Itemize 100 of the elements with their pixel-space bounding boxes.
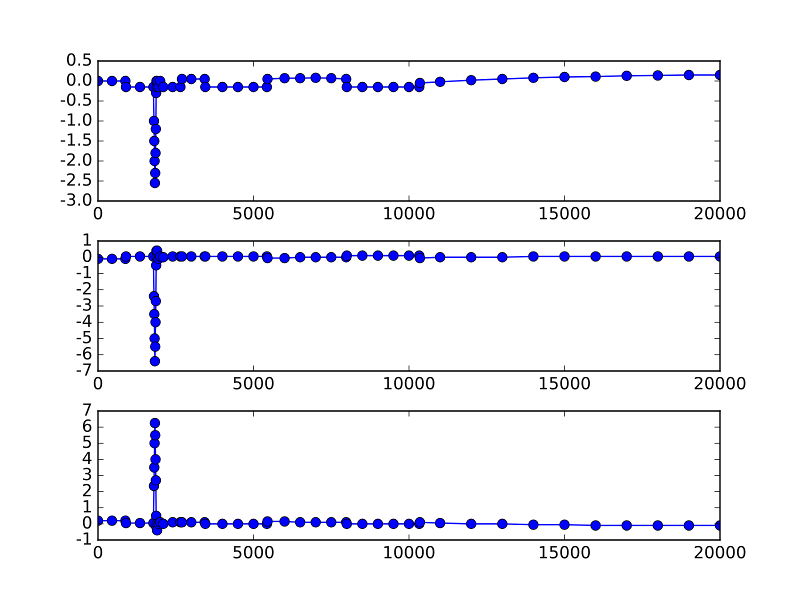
point [217, 82, 228, 92]
point [310, 72, 321, 84]
point [372, 250, 384, 261]
point [559, 72, 570, 82]
point [528, 519, 539, 530]
y-tick-label: 7 [83, 403, 92, 416]
x-tick-label: 20000 [694, 376, 746, 390]
point [150, 124, 162, 134]
point [186, 251, 197, 262]
y-tick-label: -5 [76, 330, 91, 344]
point [621, 251, 632, 262]
point [357, 82, 368, 92]
point [388, 518, 399, 530]
x-tick-label: 15000 [540, 546, 590, 558]
point [357, 250, 368, 261]
point [176, 74, 188, 84]
point [150, 430, 160, 440]
point [106, 76, 118, 86]
point [232, 518, 244, 530]
x-tick-label: 15000 [540, 206, 590, 220]
point [294, 517, 306, 528]
point [262, 516, 273, 527]
y-tick-label: 6 [83, 419, 92, 432]
point [279, 516, 290, 527]
point [294, 72, 306, 84]
x-tick-label: 10000 [384, 376, 434, 390]
y-tick-label: -1.0 [60, 113, 92, 126]
point [248, 251, 259, 262]
point [150, 341, 160, 352]
point [684, 251, 694, 262]
point [134, 518, 146, 528]
point [232, 82, 244, 92]
point [158, 252, 169, 262]
x-tick-label: 0 [94, 376, 102, 390]
point [248, 82, 259, 92]
point [559, 251, 570, 262]
point [120, 518, 132, 528]
point [342, 82, 352, 92]
point [434, 518, 446, 528]
y-tick-label: 0.5 [67, 53, 91, 66]
point [621, 70, 632, 82]
point [590, 520, 601, 531]
point [684, 520, 694, 531]
point [684, 70, 694, 80]
y-tick-label: -7 [76, 363, 92, 376]
point [310, 252, 321, 262]
point [652, 70, 664, 81]
y-tick-label: 0 [82, 516, 92, 529]
point [149, 136, 160, 146]
point [150, 317, 161, 328]
y-tick-label: -3.0 [60, 193, 92, 206]
point [186, 74, 197, 84]
point [217, 251, 228, 262]
point [466, 518, 476, 530]
point [404, 250, 414, 261]
y-tick-label: 4 [82, 452, 92, 464]
point [434, 76, 446, 88]
point [294, 252, 306, 262]
point [106, 515, 118, 526]
point [404, 82, 414, 92]
point [559, 519, 570, 530]
point [372, 82, 384, 92]
y-tick-label: 0.0 [67, 73, 92, 86]
y-tick-label: -0.5 [60, 93, 91, 106]
x-tick-label: 10000 [384, 546, 434, 558]
point [232, 251, 244, 262]
point [388, 250, 399, 261]
point [497, 252, 508, 262]
point [357, 518, 368, 530]
y-tick-label: 3 [83, 468, 92, 480]
point [158, 82, 169, 92]
point [120, 251, 132, 262]
y-tick-label: -1 [76, 266, 91, 278]
y-tick-label: -2.5 [60, 173, 91, 186]
point [326, 252, 336, 262]
point [326, 72, 336, 84]
point [150, 418, 160, 428]
point [466, 252, 476, 262]
y-tick-label: -3 [76, 298, 92, 311]
point [200, 82, 211, 92]
x-tick-label: 5000 [234, 546, 274, 558]
point [434, 252, 446, 262]
point [150, 475, 162, 486]
x-tick-label: 0 [94, 206, 102, 220]
y-tick-label: 0 [82, 249, 92, 262]
y-tick-label: 5 [83, 436, 91, 448]
y-tick-label: -2.0 [60, 153, 92, 166]
y-tick-label: -6 [76, 346, 92, 360]
point [466, 74, 476, 86]
y-tick-label: 2 [83, 484, 91, 496]
y-tick-label: 1 [84, 233, 91, 246]
point [326, 517, 336, 528]
y-tick-label: -2 [76, 282, 91, 294]
point [310, 517, 321, 528]
point [150, 296, 162, 306]
point [388, 82, 399, 92]
x-tick-label: 5000 [234, 376, 274, 390]
point [134, 82, 146, 92]
point [652, 251, 664, 262]
point [621, 520, 632, 531]
